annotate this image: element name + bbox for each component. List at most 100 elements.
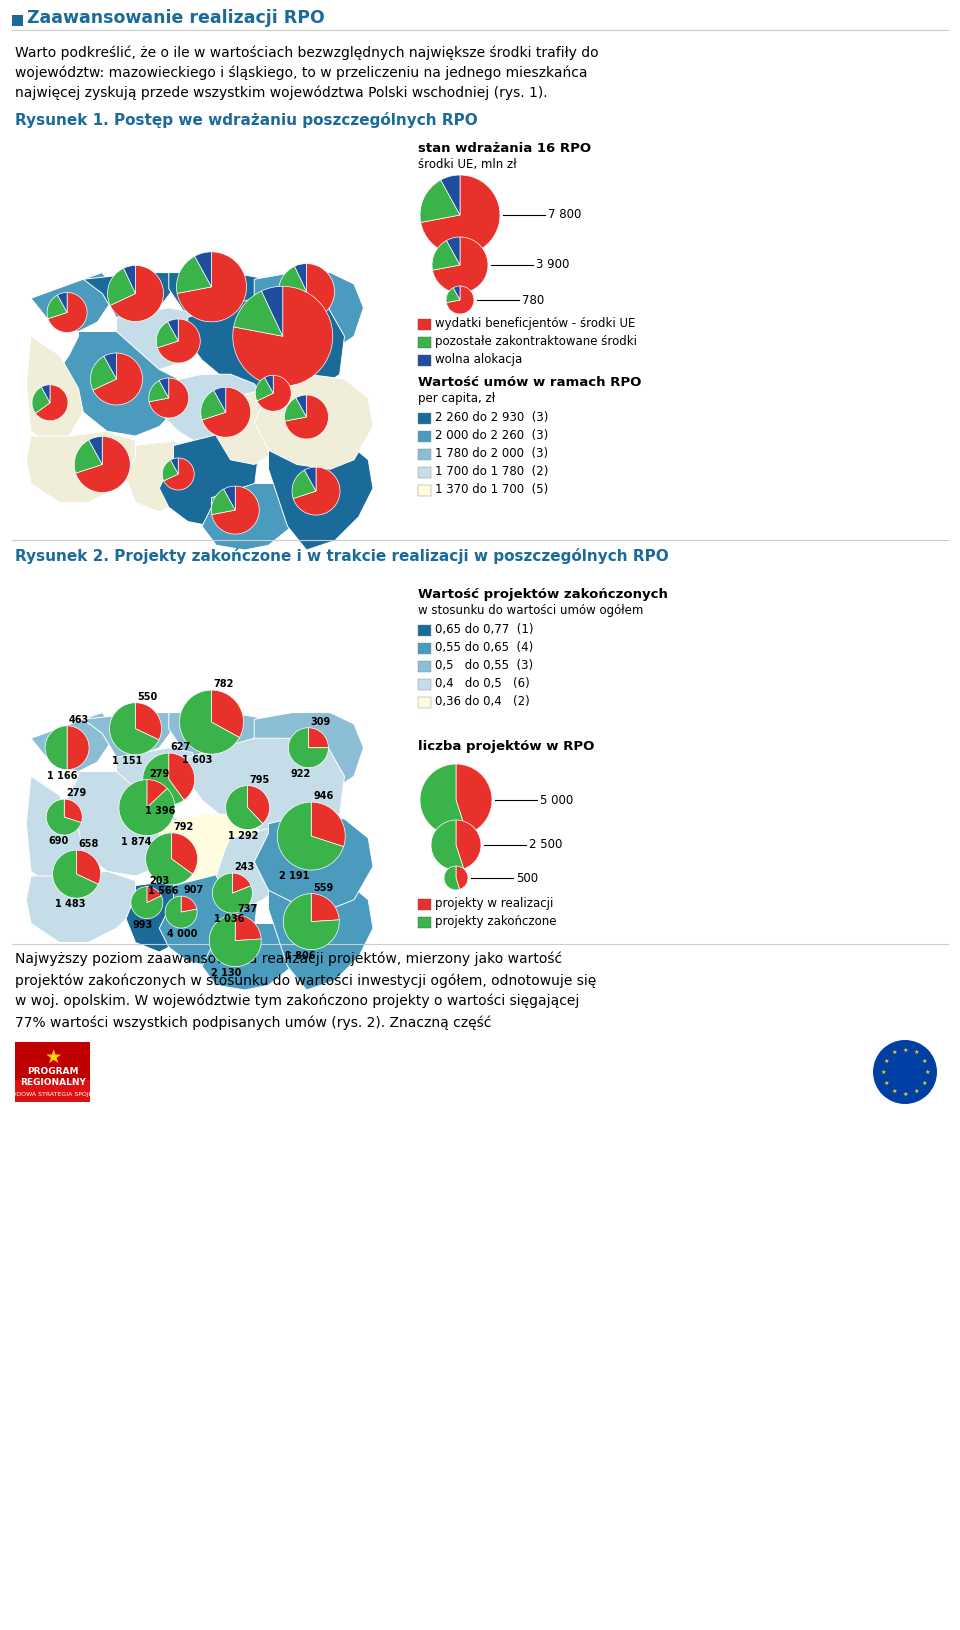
Wedge shape — [157, 319, 201, 363]
Wedge shape — [177, 253, 247, 321]
Wedge shape — [76, 437, 131, 492]
Wedge shape — [147, 779, 167, 807]
Wedge shape — [278, 264, 334, 319]
Polygon shape — [159, 815, 269, 885]
Bar — [418, 918, 431, 927]
Bar — [418, 355, 431, 367]
Wedge shape — [248, 786, 270, 823]
Text: 1 806: 1 806 — [285, 950, 316, 960]
Polygon shape — [254, 375, 373, 469]
Bar — [15, 1081, 90, 1102]
Wedge shape — [146, 833, 193, 885]
Text: 2 000 do 2 260  (3): 2 000 do 2 260 (3) — [435, 429, 548, 442]
Bar — [418, 430, 431, 442]
Text: ★: ★ — [913, 1089, 919, 1094]
Wedge shape — [119, 779, 175, 836]
Text: 737: 737 — [237, 903, 257, 913]
Wedge shape — [420, 764, 468, 836]
Wedge shape — [441, 174, 460, 215]
Wedge shape — [110, 266, 163, 321]
Wedge shape — [232, 874, 251, 893]
Bar — [15, 1042, 90, 1102]
Wedge shape — [456, 866, 468, 890]
Wedge shape — [211, 486, 259, 535]
Bar — [418, 662, 431, 672]
Wedge shape — [446, 236, 460, 266]
Wedge shape — [108, 269, 135, 305]
Text: 795: 795 — [250, 774, 270, 784]
Bar — [418, 468, 431, 478]
Bar — [418, 412, 431, 424]
Text: 1 700 do 1 780  (2): 1 700 do 1 780 (2) — [435, 466, 548, 479]
Text: projekty w realizacji: projekty w realizacji — [435, 898, 553, 911]
Polygon shape — [159, 432, 259, 526]
Polygon shape — [188, 738, 345, 838]
Wedge shape — [446, 285, 474, 315]
Wedge shape — [64, 799, 83, 823]
Text: najwięcej zyskują przede wszystkim województwa Polski wschodniej (rys. 1).: najwięcej zyskują przede wszystkim wojew… — [15, 85, 547, 99]
Bar — [418, 698, 431, 707]
Wedge shape — [201, 390, 226, 421]
Text: Wartość projektów zakończonych: Wartość projektów zakończonych — [418, 588, 668, 601]
Text: ★: ★ — [902, 1092, 908, 1097]
Wedge shape — [433, 236, 488, 293]
Text: 780: 780 — [522, 293, 544, 306]
Text: 0,5   do 0,55  (3): 0,5 do 0,55 (3) — [435, 660, 533, 673]
Text: Wartość umów w ramach RPO: Wartość umów w ramach RPO — [418, 377, 641, 390]
Text: 782: 782 — [213, 680, 234, 689]
Wedge shape — [36, 385, 68, 421]
Text: 946: 946 — [313, 791, 333, 800]
Wedge shape — [124, 266, 135, 293]
Wedge shape — [233, 292, 283, 336]
Text: 463: 463 — [69, 714, 89, 725]
Wedge shape — [41, 385, 50, 403]
Text: ★: ★ — [922, 1081, 926, 1086]
Text: Warto podkreślić, że o ile w wartościach bezwzględnych największe środki trafiły: Warto podkreślić, że o ile w wartościach… — [15, 46, 599, 60]
Polygon shape — [254, 712, 364, 795]
Bar — [418, 337, 431, 347]
Wedge shape — [261, 287, 283, 336]
Text: projekty zakończone: projekty zakończone — [435, 916, 557, 929]
Text: 203: 203 — [149, 875, 169, 885]
Wedge shape — [90, 357, 116, 390]
Text: 279: 279 — [66, 787, 86, 799]
Text: 658: 658 — [79, 839, 99, 849]
Wedge shape — [156, 321, 179, 347]
Text: 1 874: 1 874 — [121, 836, 152, 846]
Polygon shape — [216, 388, 297, 465]
Wedge shape — [171, 458, 179, 474]
Polygon shape — [126, 880, 202, 952]
Bar — [418, 642, 431, 654]
Text: 922: 922 — [290, 769, 311, 779]
Text: 0,65 do 0,77  (1): 0,65 do 0,77 (1) — [435, 624, 534, 636]
Wedge shape — [165, 897, 197, 927]
Wedge shape — [293, 468, 340, 515]
Text: 1 292: 1 292 — [228, 831, 258, 841]
Wedge shape — [74, 440, 103, 473]
Wedge shape — [135, 703, 161, 740]
Text: PROGRAM
REGIONALNY: PROGRAM REGIONALNY — [20, 1066, 86, 1087]
Wedge shape — [195, 253, 211, 287]
Text: 1 370 do 1 700  (5): 1 370 do 1 700 (5) — [435, 484, 548, 497]
Text: 690: 690 — [48, 836, 68, 846]
Wedge shape — [53, 851, 98, 898]
Wedge shape — [224, 486, 235, 510]
Polygon shape — [126, 440, 202, 512]
Wedge shape — [446, 289, 460, 303]
Text: 1 036: 1 036 — [214, 914, 245, 924]
Text: środki UE, mln zł: środki UE, mln zł — [418, 158, 516, 171]
Wedge shape — [164, 458, 194, 491]
Text: 0,55 do 0,65  (4): 0,55 do 0,65 (4) — [435, 642, 533, 655]
Text: 279: 279 — [149, 769, 169, 779]
Text: ★: ★ — [922, 1058, 926, 1063]
Wedge shape — [168, 319, 179, 341]
Text: 1 603: 1 603 — [181, 755, 212, 764]
Wedge shape — [172, 833, 198, 874]
Wedge shape — [453, 285, 460, 300]
Wedge shape — [209, 914, 261, 967]
Text: 627: 627 — [171, 742, 191, 751]
Wedge shape — [169, 753, 195, 800]
Wedge shape — [77, 851, 101, 885]
Wedge shape — [143, 753, 184, 805]
Wedge shape — [296, 394, 306, 417]
